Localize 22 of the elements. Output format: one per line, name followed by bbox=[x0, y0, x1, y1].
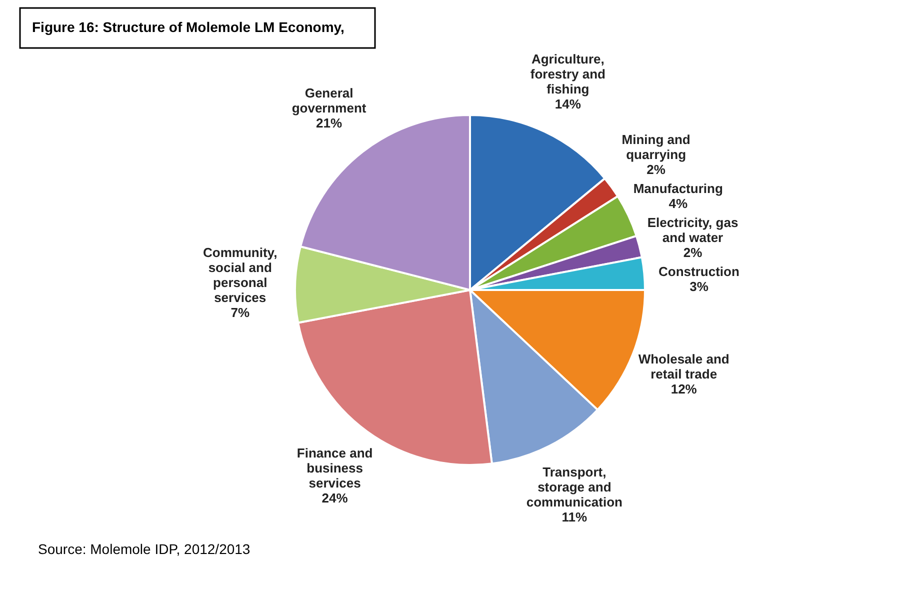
chart-title: Figure 16: Structure of Molemole LM Economy, bbox=[32, 19, 344, 35]
slice-label: Mining and quarrying bbox=[622, 132, 690, 162]
slice-label: Electricity, gas and water bbox=[647, 214, 738, 245]
data-label: 2% bbox=[646, 162, 666, 177]
data-label: 2% bbox=[683, 244, 703, 260]
slice-label: Agriculture, forestry and fishing bbox=[530, 51, 606, 96]
slice-label: General government bbox=[292, 85, 367, 116]
data-label: 24% bbox=[322, 490, 348, 506]
data-label: 7% bbox=[230, 304, 250, 320]
slice-label: Wholesale and retail trade bbox=[638, 352, 730, 382]
slice-label: Construction bbox=[658, 264, 740, 279]
data-label: 21% bbox=[316, 115, 342, 130]
slice-label: Finance and business services bbox=[296, 446, 373, 491]
source-note: Source: Molemole IDP, 2012/2013 bbox=[38, 541, 250, 557]
data-label: 3% bbox=[690, 278, 709, 294]
data-label: 12% bbox=[670, 382, 698, 397]
data-label: 4% bbox=[668, 196, 688, 211]
data-label: 14% bbox=[554, 96, 582, 112]
slice-label: Community, social and personal services bbox=[203, 244, 278, 305]
slice-label: Transport, storage and communication bbox=[526, 464, 623, 510]
slice-label: Manufacturing bbox=[633, 180, 723, 196]
data-label: 11% bbox=[562, 509, 588, 524]
